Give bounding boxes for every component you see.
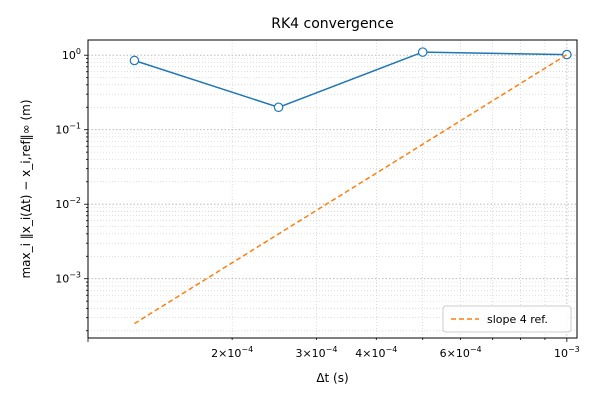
x-tick-label: 3×10−4	[295, 345, 337, 360]
legend-box	[442, 305, 572, 333]
y-tick-label: 10−2	[55, 196, 81, 211]
slope-reference-line	[134, 53, 568, 325]
error-series-point	[129, 55, 140, 66]
x-tick-label: 10−3	[554, 345, 580, 360]
legend: slope 4 ref.	[442, 305, 572, 333]
x-tick-label: 4×10−4	[355, 345, 397, 360]
x-axis-label: Δt (s)	[316, 371, 348, 385]
series-layer	[129, 47, 572, 325]
legend-label-slope-ref: slope 4 ref.	[487, 313, 548, 326]
error-series-point	[562, 49, 572, 60]
chart-title: RK4 convergence	[271, 16, 394, 32]
error-series-point	[417, 47, 428, 57]
x-tick-label: 2×10−4	[211, 345, 253, 360]
plot-frame	[87, 39, 578, 339]
error-series-line	[134, 51, 567, 109]
error-series-point	[273, 102, 284, 113]
y-tick-label: 10−1	[55, 122, 81, 137]
y-axis-label: max_i ‖x_i(Δt) − x_i,ref‖∞ (m)	[19, 99, 33, 278]
y-tick-label: 100	[62, 47, 81, 62]
y-tick-label: 10−3	[55, 271, 81, 286]
x-tick-label: 6×10−4	[440, 345, 482, 360]
ticks: 10−3 10−2 10−1 100 2×10−4 3×10−4 4×10−4 6×10−4 1…	[55, 47, 580, 360]
